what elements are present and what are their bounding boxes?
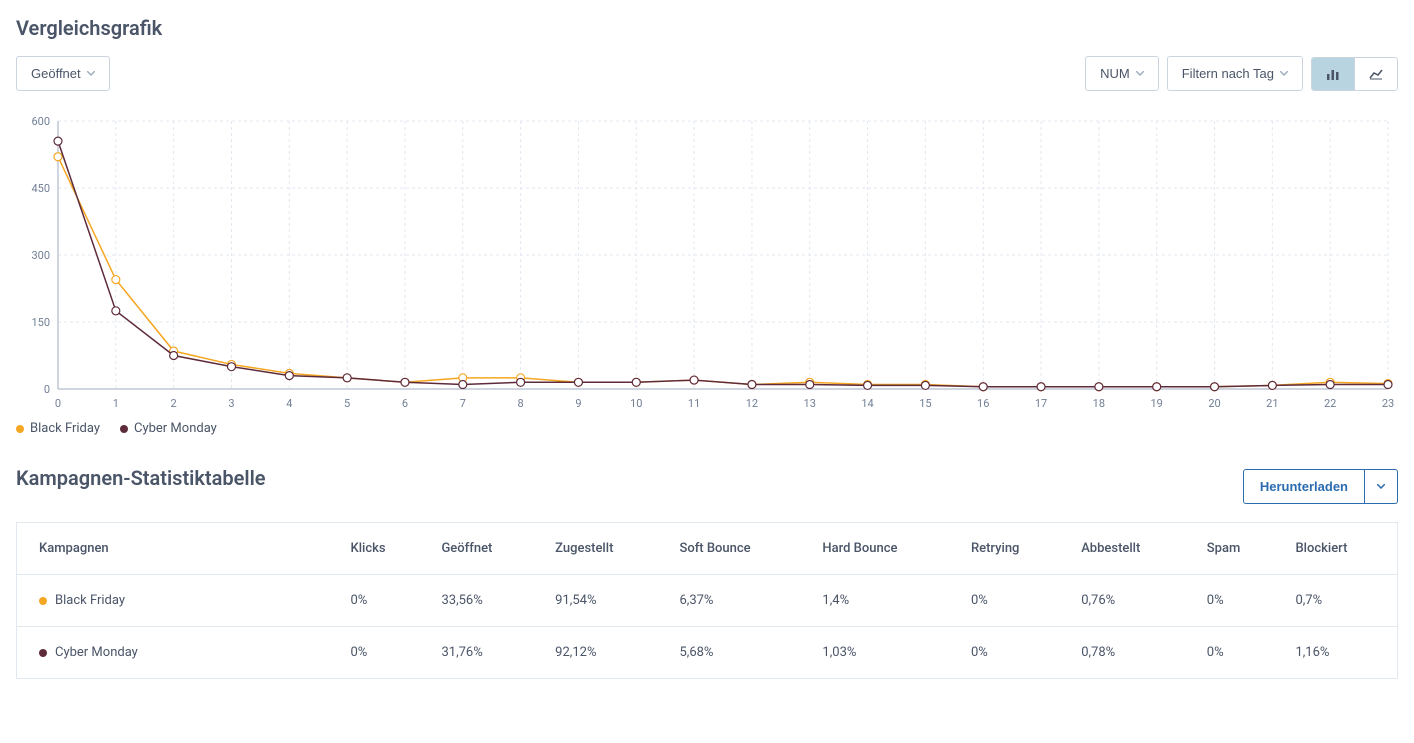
download-caret-button[interactable] [1365, 469, 1398, 504]
chart-toolbar: Geöffnet NUM Filtern nach Tag [16, 56, 1398, 91]
line-chart-button[interactable] [1354, 58, 1397, 90]
svg-text:14: 14 [861, 397, 873, 410]
chevron-down-icon [1136, 71, 1144, 76]
table-header: Abbestellt [1067, 523, 1193, 575]
table-header: Blockiert [1281, 523, 1397, 575]
table-header: Klicks [337, 523, 428, 575]
svg-text:5: 5 [344, 397, 350, 410]
table-header: Retrying [957, 523, 1067, 575]
chevron-down-icon [1377, 484, 1385, 489]
svg-text:12: 12 [746, 397, 758, 410]
table-cell: 5,68% [665, 627, 808, 679]
table-cell: 0,78% [1067, 627, 1193, 679]
stats-table: KampagnenKlicksGeöffnetZugestelltSoft Bo… [16, 522, 1398, 679]
svg-text:11: 11 [688, 397, 700, 410]
table-row: Cyber Monday0%31,76%92,12%5,68%1,03%0%0,… [17, 627, 1398, 679]
line-chart-icon [1369, 68, 1383, 80]
table-cell: 31,76% [427, 627, 541, 679]
chart-title: Vergleichsgrafik [16, 16, 1398, 40]
svg-text:13: 13 [804, 397, 816, 410]
legend-label: Cyber Monday [134, 421, 217, 436]
svg-text:19: 19 [1151, 397, 1163, 410]
campaign-name: Black Friday [55, 593, 125, 608]
table-header: Hard Bounce [808, 523, 957, 575]
chevron-down-icon [87, 71, 95, 76]
svg-text:18: 18 [1093, 397, 1105, 410]
table-cell: 0% [1193, 575, 1282, 627]
table-cell: 1,4% [808, 575, 957, 627]
svg-text:8: 8 [518, 397, 524, 410]
table-cell: 33,56% [427, 575, 541, 627]
chart-type-toggle [1311, 57, 1398, 91]
table-cell: 91,54% [541, 575, 665, 627]
svg-text:15: 15 [919, 397, 931, 410]
table-header: Spam [1193, 523, 1282, 575]
svg-text:0: 0 [44, 383, 50, 396]
table-cell: 0% [957, 575, 1067, 627]
svg-text:4: 4 [286, 397, 292, 410]
table-cell: 6,37% [665, 575, 808, 627]
table-cell: 1,03% [808, 627, 957, 679]
table-header: Geöffnet [427, 523, 541, 575]
num-dropdown-label: NUM [1100, 66, 1130, 81]
table-cell: 0% [1193, 627, 1282, 679]
svg-text:7: 7 [460, 397, 466, 410]
svg-text:22: 22 [1324, 397, 1336, 410]
metric-dropdown[interactable]: Geöffnet [16, 56, 110, 91]
svg-text:1: 1 [113, 397, 119, 410]
chevron-down-icon [1280, 71, 1288, 76]
table-header: Zugestellt [541, 523, 665, 575]
svg-text:150: 150 [31, 316, 50, 329]
bar-chart-icon [1326, 68, 1340, 80]
svg-text:3: 3 [228, 397, 234, 410]
table-cell: 1,16% [1281, 627, 1397, 679]
table-header: Soft Bounce [665, 523, 808, 575]
table-header: Kampagnen [17, 523, 337, 575]
legend-item[interactable]: Cyber Monday [120, 421, 217, 436]
table-cell: 92,12% [541, 627, 665, 679]
legend-label: Black Friday [30, 421, 100, 436]
svg-text:21: 21 [1266, 397, 1278, 410]
filter-tag-dropdown[interactable]: Filtern nach Tag [1167, 56, 1303, 91]
campaign-name: Cyber Monday [55, 645, 138, 660]
table-title: Kampagnen-Statistiktabelle [16, 466, 266, 490]
table-cell: 0,7% [1281, 575, 1397, 627]
chart-legend: Black Friday Cyber Monday [16, 421, 1398, 436]
comparison-chart: 0123456789101112131415161718192021222301… [16, 111, 1398, 411]
metric-dropdown-label: Geöffnet [31, 66, 81, 81]
svg-text:300: 300 [31, 249, 50, 262]
campaign-dot [39, 649, 47, 657]
filter-tag-label: Filtern nach Tag [1182, 66, 1274, 81]
svg-text:23: 23 [1382, 397, 1394, 410]
svg-text:9: 9 [575, 397, 581, 410]
svg-text:17: 17 [1035, 397, 1047, 410]
svg-text:16: 16 [977, 397, 989, 410]
num-dropdown[interactable]: NUM [1085, 56, 1159, 91]
download-button[interactable]: Herunterladen [1243, 469, 1365, 504]
svg-text:10: 10 [630, 397, 642, 410]
campaign-dot [39, 597, 47, 605]
svg-text:0: 0 [55, 397, 61, 410]
legend-dot [120, 425, 128, 433]
svg-text:2: 2 [171, 397, 177, 410]
legend-dot [16, 425, 24, 433]
table-cell: 0,76% [1067, 575, 1193, 627]
svg-text:6: 6 [402, 397, 408, 410]
table-cell: 0% [957, 627, 1067, 679]
table-cell: 0% [337, 575, 428, 627]
table-row: Black Friday0%33,56%91,54%6,37%1,4%0%0,7… [17, 575, 1398, 627]
svg-text:20: 20 [1208, 397, 1220, 410]
campaign-name-cell: Black Friday [17, 575, 337, 627]
svg-text:600: 600 [31, 115, 50, 128]
svg-text:450: 450 [31, 182, 50, 195]
table-cell: 0% [337, 627, 428, 679]
campaign-name-cell: Cyber Monday [17, 627, 337, 679]
legend-item[interactable]: Black Friday [16, 421, 100, 436]
bar-chart-button[interactable] [1312, 58, 1354, 90]
